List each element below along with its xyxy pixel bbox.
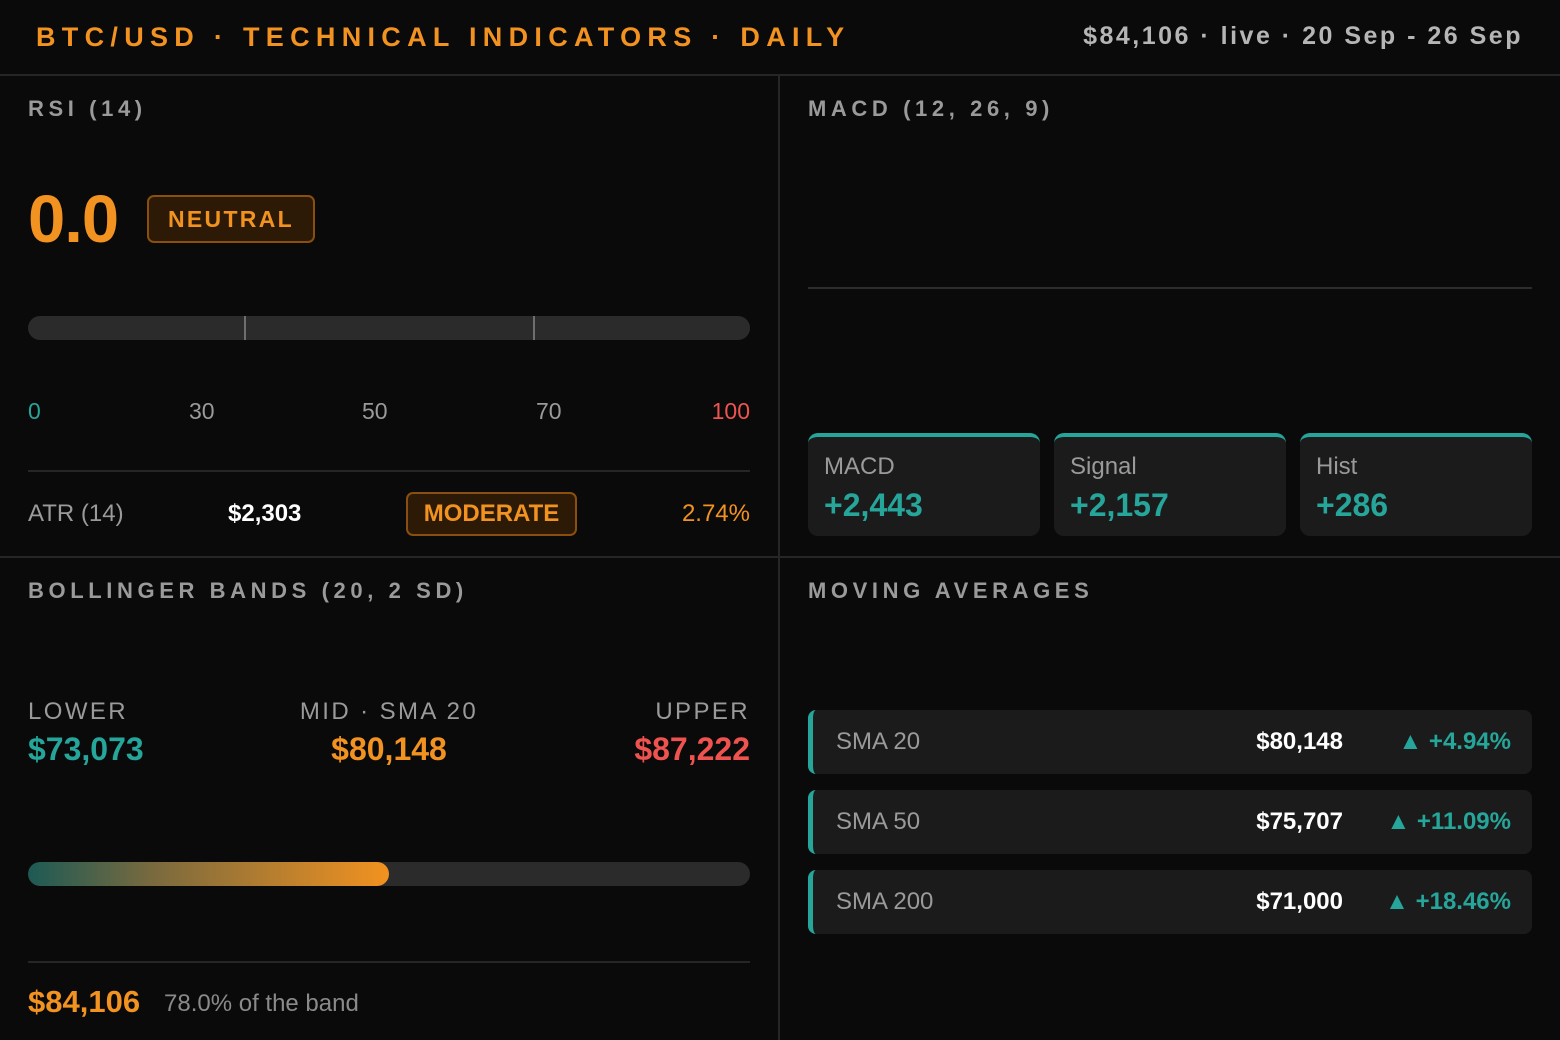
price-range-meta: $84,106 · live · 20 Sep - 26 Sep: [1083, 22, 1523, 50]
hist-card-value: +286: [1316, 487, 1389, 523]
atr-volatility-badge: MODERATE: [406, 492, 577, 536]
macd-zero-line: [808, 287, 1532, 289]
ma-price: $80,148: [1256, 728, 1343, 755]
rsi-scale-label-30: 30: [189, 398, 215, 424]
signal-card-value: +2,157: [1070, 487, 1169, 523]
ma-row-sma20: SMA 20 $80,148 ▲ +4.94%: [808, 710, 1532, 774]
bb-mid-value: $80,148: [331, 731, 447, 767]
signal-card-label: Signal: [1070, 453, 1137, 480]
ma-change: ▲ +18.46%: [1385, 888, 1511, 915]
rsi-scale-label-100: 100: [711, 398, 750, 424]
page-title: BTC/USD · TECHNICAL INDICATORS · DAILY: [36, 22, 851, 52]
bb-mid-label: MID · SMA 20: [299, 698, 479, 725]
bb-position-track: [28, 862, 750, 886]
signal-card: Signal +2,157: [1054, 433, 1286, 536]
rsi-scale-label-70: 70: [536, 398, 562, 424]
bb-divider: [28, 961, 750, 963]
macd-card-value: +2,443: [824, 487, 923, 523]
macd-card-label: MACD: [824, 453, 895, 480]
bb-position-fill: [28, 862, 389, 886]
hist-card-label: Hist: [1316, 453, 1358, 480]
ma-price: $75,707: [1256, 808, 1343, 835]
rsi-state-badge: NEUTRAL: [147, 195, 315, 243]
rsi-divider: [28, 470, 750, 472]
ma-price: $71,000: [1256, 888, 1343, 915]
bollinger-title: BOLLINGER BANDS (20, 2 SD): [28, 578, 468, 603]
bb-lower-value: $73,073: [28, 731, 144, 767]
ma-change: ▲ +11.09%: [1386, 808, 1511, 835]
rsi-scale-label-0: 0: [28, 398, 41, 424]
rsi-title: RSI (14): [28, 96, 147, 121]
rsi-gauge-track: [28, 316, 750, 340]
atr-value: $2,303: [228, 500, 302, 527]
ma-name: SMA 200: [836, 888, 934, 915]
bb-upper-label: UPPER: [655, 698, 750, 725]
ma-change: ▲ +4.94%: [1398, 728, 1512, 755]
macd-card: MACD +2,443: [808, 433, 1040, 536]
moving-averages-title: MOVING AVERAGES: [808, 578, 1094, 603]
rsi-scale-label-50: 50: [362, 398, 388, 424]
ma-row-sma50: SMA 50 $75,707 ▲ +11.09%: [808, 790, 1532, 854]
bb-position-note: 78.0% of the band: [164, 990, 359, 1017]
bb-lower-label: LOWER: [28, 698, 129, 725]
atr-percent: 2.74%: [681, 500, 750, 527]
rsi-overbought-tick: [533, 316, 535, 340]
rsi-oversold-tick: [244, 316, 246, 340]
ma-name: SMA 20: [836, 728, 921, 755]
bb-current-price: $84,106: [28, 984, 141, 1019]
vertical-divider: [778, 76, 780, 1040]
header-bar: BTC/USD · TECHNICAL INDICATORS · DAILY $…: [0, 0, 1560, 76]
horizontal-divider: [0, 556, 1560, 558]
ma-row-sma200: SMA 200 $71,000 ▲ +18.46%: [808, 870, 1532, 934]
hist-card: Hist +286: [1300, 433, 1532, 536]
macd-title: MACD (12, 26, 9): [808, 96, 1054, 121]
ma-name: SMA 50: [836, 808, 921, 835]
rsi-value: 0.0: [28, 182, 119, 257]
atr-label: ATR (14): [28, 500, 124, 527]
bb-upper-value: $87,222: [634, 731, 750, 767]
